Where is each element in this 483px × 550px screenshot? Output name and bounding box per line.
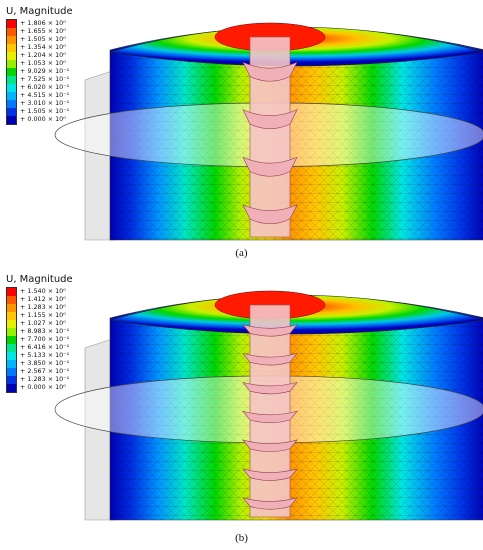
panel-a: U, Magnitude + 1.806 × 10⁰ + 1.655 × 10⁰ +… — [0, 0, 483, 245]
legend-swatch — [7, 68, 16, 76]
screw-thread — [242, 439, 298, 452]
legend-value: + 1.053 × 10⁰ — [20, 59, 66, 67]
caption-b: (b) — [235, 532, 248, 544]
legend-value: + 2.567 × 10⁻¹ — [20, 367, 70, 375]
screw-thread — [242, 324, 298, 337]
legend-swatch — [7, 320, 16, 328]
legend-value: + 1.505 × 10⁻¹ — [20, 107, 70, 115]
screw-thread — [242, 61, 298, 82]
legend-swatch — [7, 20, 16, 28]
legend-swatch — [7, 108, 16, 116]
legend-value: + 1.027 × 10⁰ — [20, 319, 66, 327]
legend-a: U, Magnitude + 1.806 × 10⁰ + 1.655 × 10⁰ +… — [6, 6, 73, 125]
legend-swatch — [7, 288, 16, 296]
legend-value: + 9.029 × 10⁻¹ — [20, 67, 70, 75]
legend-value: + 6.020 × 10⁻¹ — [20, 83, 70, 91]
legend-value: + 1.354 × 10⁰ — [20, 43, 66, 51]
legend-value: + 1.540 × 10⁰ — [20, 287, 66, 295]
legend-b: U, Magnitude + 1.540 × 10⁰ + 1.412 × 10⁰ +… — [6, 274, 73, 393]
legend-value: + 3.850 × 10⁻¹ — [20, 359, 70, 367]
legend-value: + 7.700 × 10⁻¹ — [20, 335, 70, 343]
legend-value: + 5.133 × 10⁻¹ — [20, 351, 70, 359]
legend-value: + 1.204 × 10⁰ — [20, 51, 66, 59]
screw-thread — [242, 497, 298, 510]
legend-title-b: U, Magnitude — [6, 274, 73, 285]
legend-value: + 1.505 × 10⁰ — [20, 35, 66, 43]
panel-b: U, Magnitude + 1.540 × 10⁰ + 1.412 × 10⁰ +… — [0, 268, 483, 525]
contour-plot-b — [54, 290, 483, 521]
legend-swatch — [7, 328, 16, 336]
legend-labels-a: + 1.806 × 10⁰ + 1.655 × 10⁰ + 1.505 × 10⁰ +… — [20, 19, 69, 125]
contour-plot-a — [54, 22, 483, 241]
legend-swatch — [7, 36, 16, 44]
screw-thread — [242, 410, 298, 424]
legend-swatch — [7, 28, 16, 36]
legend-value: + 1.412 × 10⁰ — [20, 295, 66, 303]
legend-value: + 1.806 × 10⁰ — [20, 19, 66, 27]
screw-thread — [242, 156, 298, 177]
legend-value: + 1.283 × 10⁰ — [20, 303, 66, 311]
screw-body — [249, 304, 291, 518]
screw-thread — [242, 381, 298, 395]
legend-swatch — [7, 360, 16, 368]
screw-thread — [242, 352, 298, 366]
legend-value: + 4.515 × 10⁻¹ — [20, 91, 70, 99]
legend-swatch — [7, 304, 16, 312]
legend-swatch — [7, 368, 16, 376]
legend-swatch — [7, 60, 16, 68]
legend-swatch — [7, 44, 16, 52]
screw-thread — [242, 204, 298, 225]
legend-swatch — [7, 312, 16, 320]
screw-thread — [242, 109, 298, 130]
legend-swatch — [7, 336, 16, 344]
legend-value: + 0.000 × 10⁰ — [20, 383, 66, 391]
legend-value: + 1.283 × 10⁻¹ — [20, 375, 70, 383]
legend-swatch — [7, 100, 16, 108]
legend-swatch — [7, 76, 16, 84]
legend-colorbar-b — [6, 287, 17, 393]
legend-swatch — [7, 344, 16, 352]
legend-value: + 1.155 × 10⁰ — [20, 311, 66, 319]
legend-value: + 1.655 × 10⁰ — [20, 27, 66, 35]
legend-swatch — [7, 92, 16, 100]
legend-colorbar-a — [6, 19, 17, 125]
legend-title-a: U, Magnitude — [6, 6, 73, 17]
legend-labels-b: + 1.540 × 10⁰ + 1.412 × 10⁰ + 1.283 × 10⁰ +… — [20, 287, 69, 393]
legend-value: + 3.010 × 10⁻¹ — [20, 99, 70, 107]
legend-swatch — [7, 376, 16, 384]
legend-value: + 8.983 × 10⁻¹ — [20, 327, 70, 335]
screw-thread — [242, 468, 298, 481]
legend-swatch — [7, 352, 16, 360]
legend-value: + 0.000 × 10⁰ — [20, 115, 66, 123]
caption-a: (a) — [235, 247, 248, 259]
legend-swatch — [7, 84, 16, 92]
legend-value: + 6.416 × 10⁻¹ — [20, 343, 70, 351]
legend-value: + 7.525 × 10⁻¹ — [20, 75, 70, 83]
legend-swatch — [7, 296, 16, 304]
legend-swatch — [7, 116, 16, 124]
legend-swatch — [7, 52, 16, 60]
legend-swatch — [7, 384, 16, 392]
